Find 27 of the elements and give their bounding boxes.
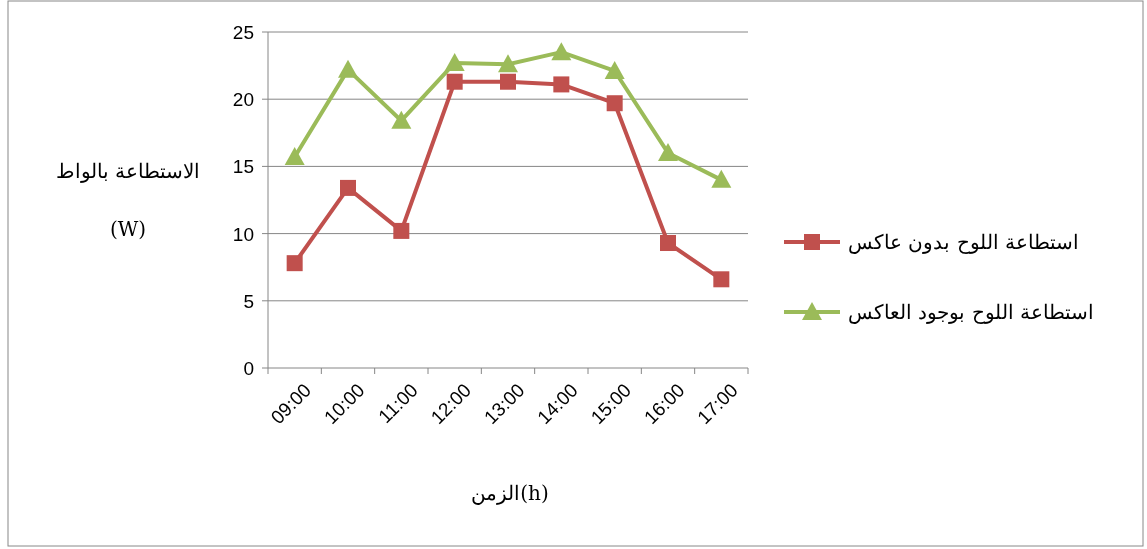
y-tick-label: 25 <box>232 22 254 43</box>
point <box>446 73 463 90</box>
legend-label: استطاعة اللوح بوجود العاكس <box>848 300 1095 324</box>
point <box>284 146 305 165</box>
point <box>551 42 572 61</box>
y-tick-label: 5 <box>243 290 254 312</box>
point <box>658 142 678 161</box>
y-tick-label: 20 <box>232 89 254 111</box>
point <box>391 110 412 129</box>
x-axis-title: الزمن(h) <box>471 481 549 505</box>
point <box>444 52 465 71</box>
y-tick-label: 10 <box>232 223 254 245</box>
point <box>286 255 303 272</box>
point <box>606 95 623 112</box>
point <box>500 73 516 90</box>
point <box>604 60 625 79</box>
point <box>711 169 732 188</box>
legend-label: استطاعة اللوح بدون عاكس <box>848 230 1080 254</box>
y-tick-label: 0 <box>243 358 254 379</box>
point <box>498 54 518 73</box>
point <box>338 59 358 78</box>
point <box>393 222 410 239</box>
y-tick-label: 15 <box>232 156 254 178</box>
point <box>340 179 356 196</box>
point <box>660 235 676 252</box>
point <box>713 271 730 288</box>
point <box>553 76 570 93</box>
